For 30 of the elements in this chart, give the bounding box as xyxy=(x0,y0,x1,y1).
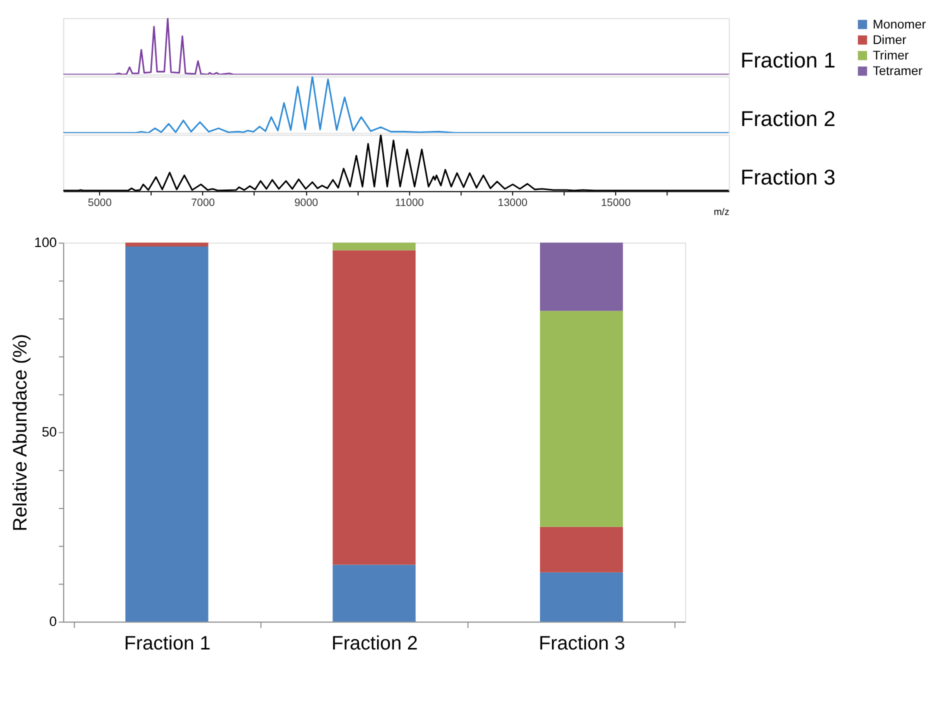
bar xyxy=(332,250,416,565)
series-label: Fraction 3 xyxy=(740,165,836,190)
y-tick-label: 50 xyxy=(42,424,58,440)
bar xyxy=(540,242,623,311)
x-tick-label: 5000 xyxy=(88,197,112,210)
x-tick-label: Fraction 3 xyxy=(538,632,626,654)
x-axis-title: m/z xyxy=(714,206,730,218)
y-axis-title: Relative Abundace (%) xyxy=(9,334,32,532)
x-tick-label: 9000 xyxy=(294,197,318,210)
x-tick-label: Fraction 1 xyxy=(124,632,210,654)
bar xyxy=(332,242,416,250)
bar xyxy=(125,246,208,622)
series-label: Fraction 1 xyxy=(740,48,836,73)
x-tick-label: Fraction 2 xyxy=(331,632,418,654)
legend-label: Monomer xyxy=(872,17,926,32)
legend-label: Trimer xyxy=(872,48,909,62)
y-tick-label: 100 xyxy=(34,235,58,250)
series-label: Fraction 2 xyxy=(740,107,836,132)
bar xyxy=(540,310,623,527)
bar xyxy=(332,564,416,622)
y-tick-label: 0 xyxy=(49,614,58,630)
x-tick-label: 13000 xyxy=(498,197,528,210)
bar xyxy=(540,526,623,572)
legend-label: Dimer xyxy=(872,32,906,47)
bar xyxy=(540,572,623,622)
x-tick-label: 11000 xyxy=(394,197,424,210)
legend-label: Tetramer xyxy=(872,64,923,78)
bar xyxy=(125,242,208,246)
x-tick-label: 15000 xyxy=(600,197,631,210)
x-tick-label: 7000 xyxy=(191,197,215,210)
